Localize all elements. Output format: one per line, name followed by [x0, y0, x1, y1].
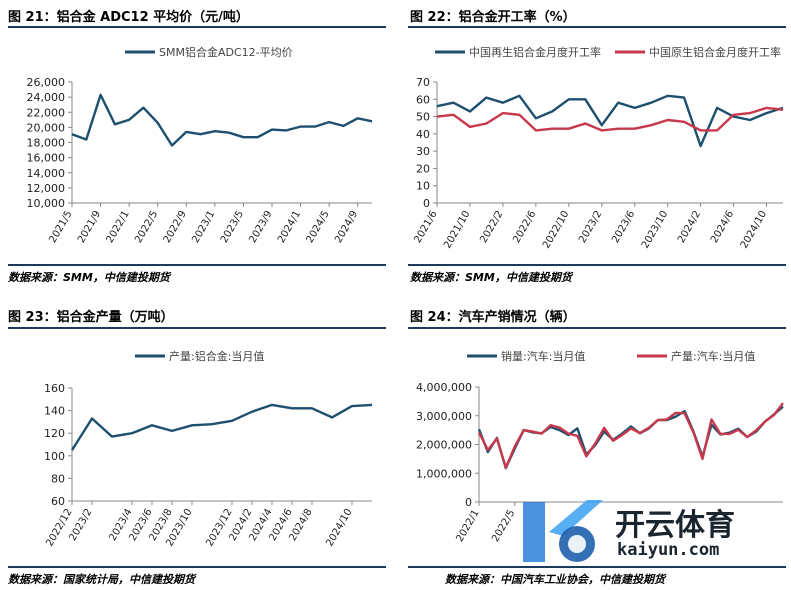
- y-tick-label: 10,000: [27, 197, 66, 210]
- y-tick-label: 4,000,000: [416, 381, 472, 394]
- legend-label: 产量:铝合金:当月值: [169, 349, 264, 363]
- watermark: 开云体育 kaiyun.com: [505, 492, 785, 572]
- y-tick-label: 20: [416, 162, 430, 175]
- chart-title: 图 22：铝合金开工率（%）: [410, 10, 576, 25]
- y-tick-label: 18,000: [27, 137, 66, 150]
- title-underline: [8, 327, 386, 329]
- chart-source: 数据来源：SMM，中信建投期货: [8, 271, 170, 284]
- watermark-logo: [523, 500, 603, 562]
- y-tick-label: 2,000,000: [416, 439, 472, 452]
- y-tick-label: 24,000: [27, 91, 66, 104]
- y-tick-label: 14,000: [27, 167, 66, 180]
- chart-source: 数据来源：国家统计局，中信建投期货: [8, 573, 195, 586]
- title-underline: [408, 327, 786, 329]
- y-tick-label: 22,000: [27, 106, 66, 119]
- y-tick-label: 70: [416, 76, 430, 89]
- legend-label: SMM铝合金ADC12-平均价: [159, 45, 293, 59]
- title-underline: [408, 26, 786, 28]
- y-tick-label: 160: [44, 382, 65, 395]
- watermark-url: kaiyun.com: [617, 540, 720, 560]
- y-tick-label: 10: [416, 180, 430, 193]
- series-line: [436, 106, 784, 132]
- y-tick-label: 100: [44, 450, 65, 463]
- x-tick-label: 2022/1: [454, 508, 481, 544]
- chart-panel-4: 图 24：汽车产销情况（辆） 数据来源：中国汽车工业协会，中信建投期货: [400, 300, 791, 590]
- series-line: [477, 402, 784, 469]
- source-overline: [8, 264, 386, 266]
- chart-title: 图 21：铝合金 ADC12 平均价（元/吨）: [8, 10, 249, 25]
- watermark-text: 开云体育: [615, 508, 735, 543]
- chart-panel-3: 图 23：铝合金产量（万吨） 数据来源：国家统计局，中信建投期货: [0, 300, 395, 590]
- chart-panel-2: 图 22：铝合金开工率（%） 数据来源：SMM，中信建投期货: [400, 0, 791, 290]
- legend-label: 产量:汽车:当月值: [671, 349, 755, 363]
- series-line: [71, 93, 373, 147]
- y-tick-label: 16,000: [27, 152, 66, 165]
- y-tick-label: 60: [51, 495, 65, 508]
- y-tick-label: 12,000: [27, 182, 66, 195]
- chart-source: 数据来源：SMM，中信建投期货: [410, 271, 572, 284]
- y-tick-label: 3,000,000: [416, 410, 472, 423]
- y-tick-label: 40: [416, 128, 430, 141]
- y-tick-label: 1,000,000: [416, 467, 472, 480]
- series-line: [70, 403, 373, 451]
- chart-title: 图 23：铝合金产量（万吨）: [8, 310, 174, 325]
- y-tick-label: 60: [416, 93, 430, 106]
- y-tick-label: 120: [44, 427, 65, 440]
- y-tick-label: 80: [51, 472, 65, 485]
- legend-label: 中国原生铝合金月度开工率: [649, 45, 781, 59]
- source-overline: [8, 566, 386, 568]
- series-line: [436, 94, 784, 148]
- y-tick-label: 0: [423, 197, 430, 210]
- chart-1-svg: 10,000 12,000 14,000 16,000 18,000 20,000 22,0…: [27, 45, 373, 245]
- y-tick-label: 26,000: [27, 76, 66, 89]
- y-tick-label: 140: [44, 405, 65, 418]
- y-tick-label: 20,000: [27, 121, 66, 134]
- chart-panel-1: 图 21：铝合金 ADC12 平均价（元/吨） 数据来源：SMM，中信建投期货: [0, 0, 395, 290]
- source-overline: [408, 264, 786, 266]
- legend-label: 销量:汽车:当月值: [501, 349, 585, 363]
- chart-title: 图 24：汽车产销情况（辆）: [410, 310, 576, 325]
- source-overline: [408, 566, 786, 568]
- y-tick-label: 0: [465, 496, 472, 509]
- title-underline: [8, 26, 386, 28]
- chart-source: 数据来源：中国汽车工业协会，中信建投期货: [445, 573, 665, 586]
- y-tick-label: 50: [416, 111, 430, 124]
- y-tick-label: 30: [416, 145, 430, 158]
- series-line: [477, 405, 784, 470]
- legend-label: 中国再生铝合金月度开工率: [469, 45, 601, 59]
